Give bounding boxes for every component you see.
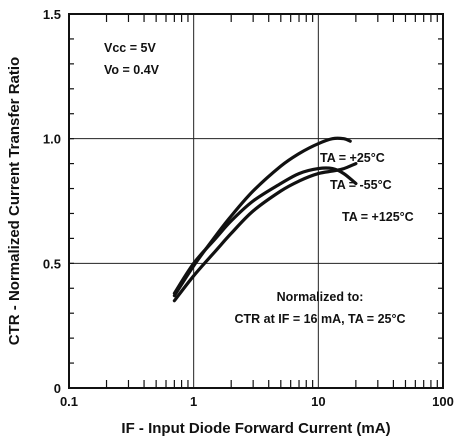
y-tick-label: 1.0 bbox=[43, 132, 61, 147]
x-tick-label: 100 bbox=[432, 394, 454, 409]
x-tick-label: 0.1 bbox=[60, 394, 78, 409]
normalization-note-line1: Normalized to: bbox=[277, 290, 364, 304]
y-tick-label: 0 bbox=[54, 381, 61, 396]
series-label-minus55c: TA = -55°C bbox=[330, 178, 392, 192]
y-tick-label: 1.5 bbox=[43, 7, 61, 22]
y-axis-title: CTR - Normalized Current Transfer Ratio bbox=[6, 57, 23, 345]
condition-vo: Vo = 0.4V bbox=[104, 63, 160, 77]
data-curves bbox=[172, 136, 358, 303]
series-label-125c: TA = +125°C bbox=[342, 210, 414, 224]
x-tick-label: 1 bbox=[190, 394, 197, 409]
series-line-minus55c bbox=[172, 162, 358, 303]
x-tick-label: 10 bbox=[311, 394, 325, 409]
x-axis-title: IF - Input Diode Forward Current (mA) bbox=[121, 420, 390, 437]
series-label-25c: TA = +25°C bbox=[320, 151, 385, 165]
series-line-125c bbox=[172, 166, 358, 295]
condition-vcc: Vcc = 5V bbox=[104, 41, 156, 55]
y-tick-label: 0.5 bbox=[43, 256, 61, 271]
normalization-note-line2: CTR at IF = 16 mA, TA = 25°C bbox=[234, 312, 405, 326]
plot-frame bbox=[68, 13, 444, 389]
tick-labels: 0.1 1 10 100 0 0.5 1.0 1.5 bbox=[43, 7, 454, 409]
grid-lines bbox=[69, 14, 443, 388]
